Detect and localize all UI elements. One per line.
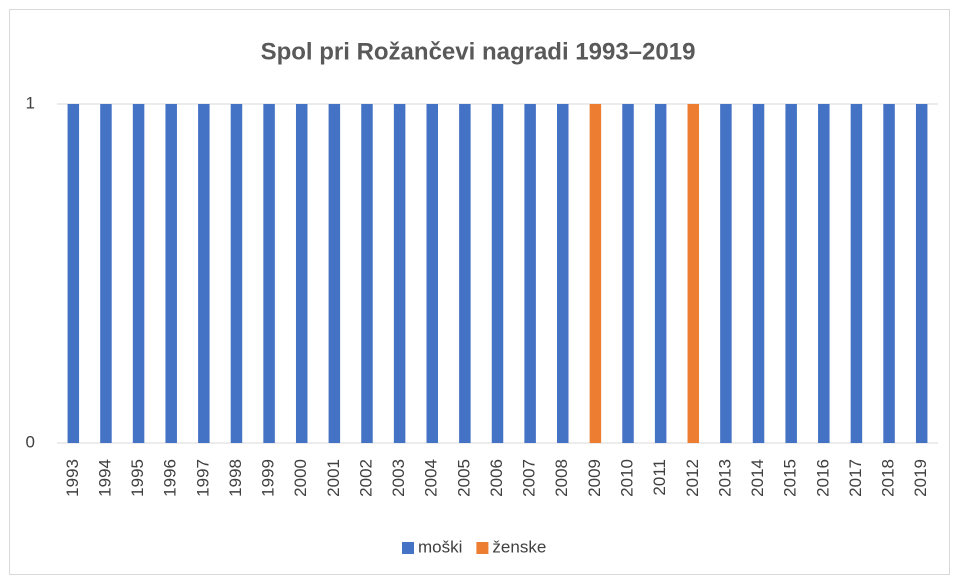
bar <box>426 104 438 443</box>
x-tick-label: 2018 <box>879 459 898 497</box>
x-tick-label: 2012 <box>683 459 702 497</box>
bar <box>67 104 80 443</box>
x-tick-label: 1996 <box>161 459 180 497</box>
chart-title: Spol pri Rožančevi nagradi 1993–2019 <box>261 38 696 65</box>
legend-swatch <box>402 542 414 554</box>
x-tick-label: 2019 <box>911 459 930 497</box>
x-tick-label: 1994 <box>95 459 114 497</box>
x-tick-label: 2006 <box>487 459 506 497</box>
x-tick-label: 2008 <box>552 459 571 497</box>
legend-swatch <box>476 542 489 554</box>
bar <box>654 104 667 443</box>
x-tick-label: 1999 <box>259 459 278 497</box>
x-tick-label: 1997 <box>193 459 212 497</box>
x-tick-label: 2005 <box>454 459 473 497</box>
bar <box>720 104 732 443</box>
x-tick-label: 1995 <box>128 459 147 497</box>
bar <box>589 104 602 443</box>
y-tick-label: 0 <box>26 432 35 451</box>
chart-border <box>9 9 950 575</box>
bar <box>883 104 895 443</box>
bar <box>818 104 830 443</box>
x-tick-label: 2003 <box>389 459 408 497</box>
bar <box>687 104 700 443</box>
x-tick-label: 2016 <box>813 459 832 497</box>
bar <box>230 104 243 443</box>
x-tick-label: 2009 <box>585 459 604 497</box>
x-tick-label: 2000 <box>291 459 310 497</box>
legend-label: moški <box>418 537 462 556</box>
x-tick-label: 2002 <box>356 459 375 497</box>
x-tick-label: 1993 <box>63 459 82 497</box>
bar <box>393 104 406 443</box>
bar <box>491 104 504 443</box>
x-tick-label: 2015 <box>781 459 800 497</box>
bar <box>524 104 536 443</box>
bar <box>328 104 341 443</box>
y-tick-label: 1 <box>26 93 35 112</box>
bar <box>785 104 797 443</box>
bar <box>198 104 210 443</box>
x-tick-label: 2011 <box>650 459 669 496</box>
bar <box>165 104 177 443</box>
bar <box>263 104 275 443</box>
bar <box>752 104 765 443</box>
bar <box>850 104 863 443</box>
x-tick-label: 2001 <box>324 459 343 497</box>
bar <box>361 104 373 443</box>
x-tick-label: 1998 <box>226 459 245 497</box>
bar <box>557 104 569 443</box>
x-tick-label: 2014 <box>748 459 767 497</box>
x-tick-label: 2013 <box>715 459 734 497</box>
bar <box>915 104 928 443</box>
x-tick-label: 2010 <box>618 459 637 497</box>
bar <box>100 104 112 443</box>
bar <box>622 104 634 443</box>
bar <box>295 104 308 443</box>
bar <box>132 104 145 443</box>
x-tick-label: 2017 <box>846 459 865 497</box>
legend-label: ženske <box>492 537 546 556</box>
x-tick-label: 2007 <box>520 459 539 497</box>
bar <box>459 104 471 443</box>
x-tick-label: 2004 <box>422 459 441 497</box>
